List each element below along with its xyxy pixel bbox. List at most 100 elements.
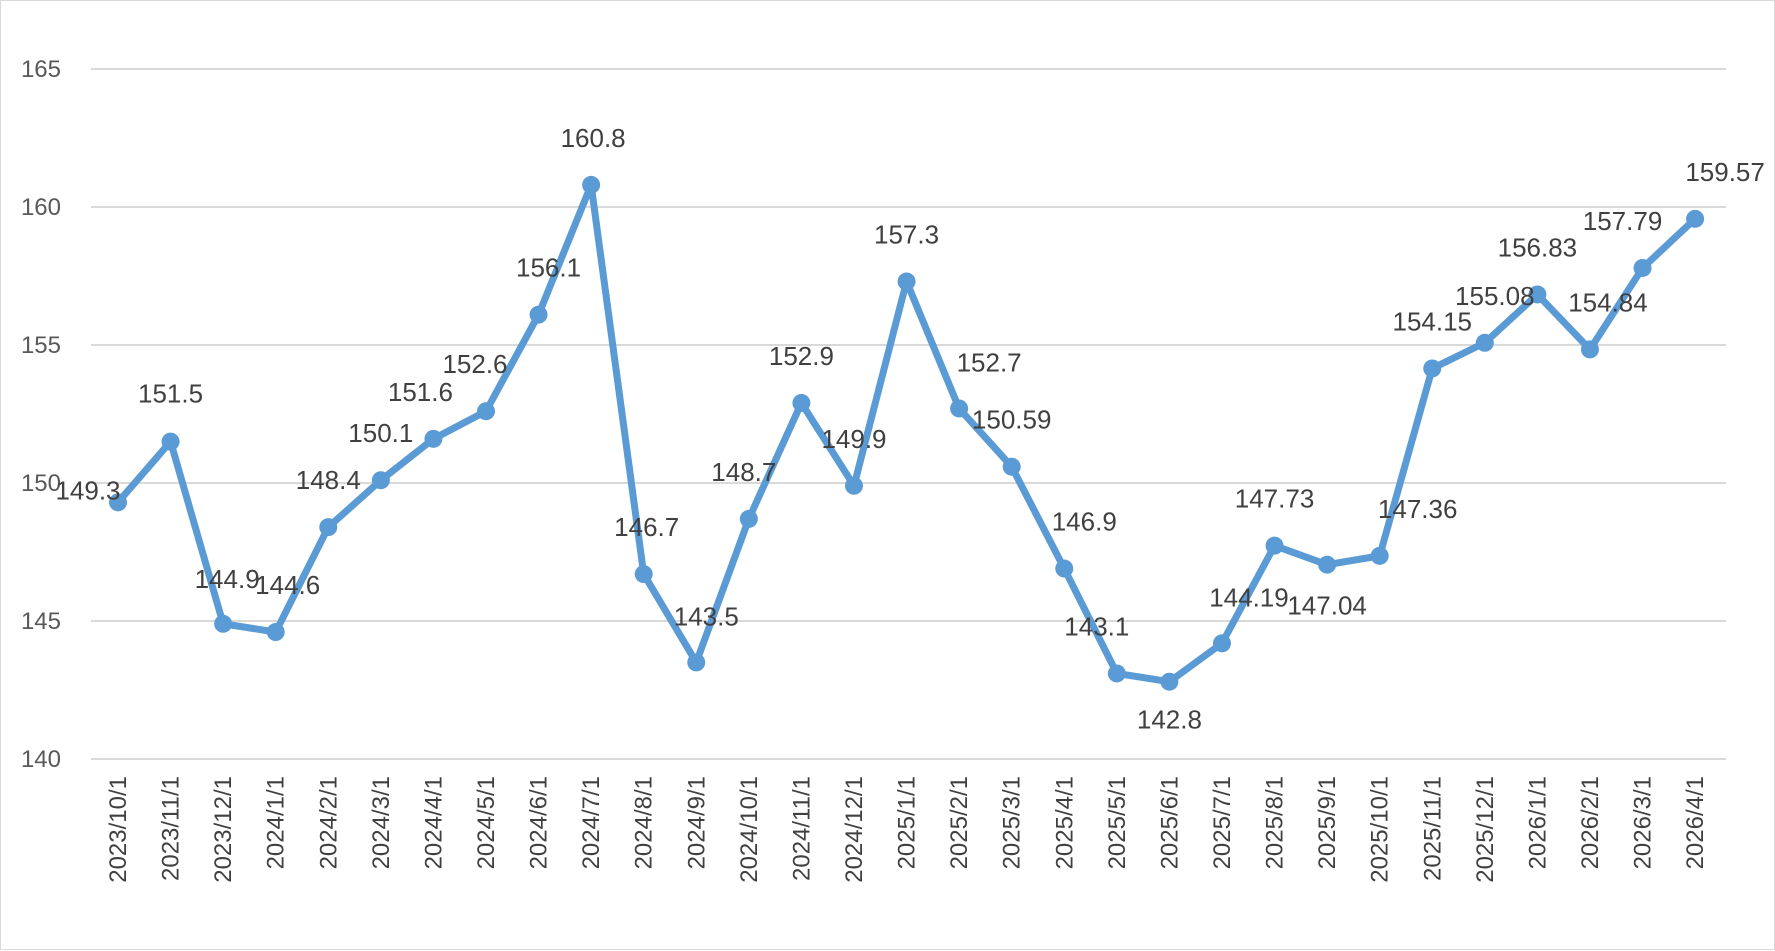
- x-tick-label: 2023/10/1: [105, 776, 132, 883]
- data-point: [1528, 285, 1547, 304]
- data-label: 144.9: [195, 564, 260, 594]
- x-tick-label: 2024/11/1: [788, 776, 815, 881]
- data-point: [371, 471, 390, 490]
- data-label: 143.1: [1064, 611, 1129, 641]
- data-point: [214, 614, 233, 633]
- x-tick-label: 2025/4/1: [1051, 776, 1078, 869]
- data-point: [1370, 546, 1389, 565]
- x-tick-label: 2025/12/1: [1472, 776, 1499, 883]
- x-tick-label: 2025/7/1: [1209, 776, 1236, 869]
- x-tick-label: 2025/10/1: [1367, 776, 1394, 883]
- data-label: 142.8: [1137, 705, 1202, 735]
- data-label: 159.57: [1685, 157, 1765, 187]
- data-point: [844, 476, 863, 495]
- gridlines: [91, 68, 1726, 760]
- data-point: [1475, 333, 1494, 352]
- data-label: 156.83: [1498, 232, 1578, 262]
- data-point: [1423, 359, 1442, 378]
- x-tick-label: 2025/11/1: [1419, 776, 1446, 881]
- x-tick-label: 2023/12/1: [210, 776, 237, 883]
- data-point: [319, 518, 338, 537]
- data-points: [109, 175, 1705, 691]
- data-label: 147.36: [1378, 494, 1458, 524]
- data-point: [1107, 664, 1126, 683]
- data-point: [792, 393, 811, 412]
- x-tick-label: 2024/2/1: [315, 776, 342, 869]
- data-point: [739, 509, 758, 528]
- x-tick-label: 2025/5/1: [1104, 776, 1131, 869]
- x-tick-label: 2026/1/1: [1524, 776, 1551, 869]
- data-label: 143.5: [674, 601, 739, 631]
- x-tick-label: 2025/6/1: [1156, 776, 1183, 869]
- x-tick-label: 2025/1/1: [894, 776, 921, 869]
- data-point: [1265, 536, 1284, 555]
- data-point: [634, 565, 653, 584]
- x-axis-ticks: 2023/10/1 2023/11/1 2023/12/1 2024/1/1 2024/…: [105, 776, 1709, 883]
- y-tick-label: 165: [21, 56, 61, 83]
- y-tick-label: 145: [21, 608, 61, 635]
- data-label: 154.84: [1568, 287, 1648, 317]
- data-label: 160.8: [561, 123, 626, 153]
- x-tick-label: 2024/5/1: [473, 776, 500, 869]
- data-point: [1212, 634, 1231, 653]
- x-tick-label: 2024/1/1: [263, 776, 290, 869]
- data-label: 146.7: [614, 512, 679, 542]
- data-point: [161, 432, 180, 451]
- data-label: 151.6: [388, 377, 453, 407]
- y-tick-label: 140: [21, 746, 61, 773]
- data-label: 151.5: [138, 379, 203, 409]
- y-tick-label: 160: [21, 194, 61, 221]
- data-label: 144.19: [1209, 582, 1289, 612]
- x-tick-label: 2024/7/1: [578, 776, 605, 869]
- x-tick-label: 2023/11/1: [158, 776, 185, 881]
- x-tick-label: 2025/8/1: [1262, 776, 1289, 869]
- x-tick-label: 2024/8/1: [631, 776, 658, 869]
- data-label: 148.7: [711, 457, 776, 487]
- x-tick-label: 2025/9/1: [1314, 776, 1341, 869]
- data-point: [1686, 209, 1705, 228]
- data-label: 144.6: [255, 570, 320, 600]
- data-point: [1633, 258, 1652, 277]
- data-label: 156.1: [516, 253, 581, 283]
- data-label: 152.6: [442, 349, 507, 379]
- data-label: 150.59: [972, 405, 1052, 435]
- data-label: 157.3: [874, 220, 939, 250]
- x-tick-label: 2026/4/1: [1682, 776, 1709, 869]
- x-tick-label: 2024/10/1: [736, 776, 763, 883]
- data-point: [897, 272, 916, 291]
- x-tick-label: 2026/2/1: [1577, 776, 1604, 869]
- data-label: 146.9: [1052, 507, 1117, 537]
- y-tick-label: 150: [21, 470, 61, 497]
- data-point: [1002, 457, 1021, 476]
- data-point: [1160, 672, 1179, 691]
- data-label: 150.1: [348, 418, 413, 448]
- data-label: 157.79: [1583, 206, 1663, 236]
- y-axis-ticks: 140 145 150 155 160 165: [21, 56, 61, 773]
- x-tick-label: 2024/6/1: [526, 776, 553, 869]
- y-tick-label: 155: [21, 332, 61, 359]
- data-point: [266, 623, 285, 642]
- data-point: [424, 429, 443, 448]
- data-label: 152.7: [957, 347, 1022, 377]
- data-point: [950, 399, 969, 418]
- x-tick-label: 2026/3/1: [1630, 776, 1657, 869]
- x-tick-label: 2025/3/1: [999, 776, 1026, 869]
- x-tick-label: 2024/12/1: [841, 776, 868, 883]
- data-label: 155.08: [1455, 281, 1535, 311]
- data-label: 148.4: [296, 465, 361, 495]
- data-label: 147.73: [1235, 484, 1315, 514]
- x-tick-label: 2024/9/1: [683, 776, 710, 869]
- data-label: 154.15: [1392, 306, 1472, 336]
- x-tick-label: 2024/4/1: [420, 776, 447, 869]
- data-point: [476, 402, 495, 421]
- data-point: [582, 175, 601, 194]
- data-point: [687, 653, 706, 672]
- data-label: 149.9: [821, 424, 886, 454]
- x-tick-label: 2024/3/1: [368, 776, 395, 869]
- data-label: 152.9: [769, 341, 834, 371]
- data-label: 149.3: [55, 475, 120, 505]
- data-point: [109, 493, 127, 512]
